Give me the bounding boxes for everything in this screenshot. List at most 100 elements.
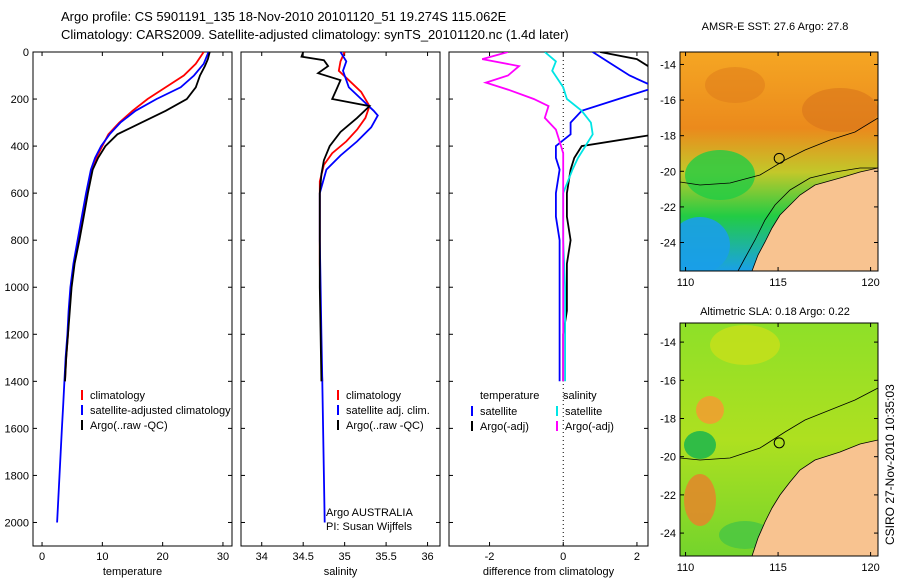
sst-bathymetry-contour: [680, 117, 878, 186]
sla_map-ytick-label: -24: [660, 528, 676, 540]
sst_map-ytick-label: -24: [660, 238, 676, 250]
salinity-legend-label: climatology: [346, 390, 402, 402]
credit-text: CSIRO 27-Nov-2010 10:35:03: [883, 384, 897, 545]
temperature-series-argo: [64, 52, 211, 382]
sst_map-ytick-label: -16: [660, 95, 676, 107]
sst_map-xtick-label: 120: [861, 277, 879, 289]
temperature-xtick-label: 30: [217, 551, 229, 563]
difference-series-temperature-satellite: [555, 52, 648, 382]
sst-warm-patch: [705, 67, 765, 103]
salinity-series-argo: [300, 52, 372, 382]
salinity-series-satellite: [318, 52, 379, 523]
sst-cold-patch: [680, 217, 730, 271]
sla_map-ytick-label: -14: [660, 337, 676, 349]
sla_map-ytick-label: -20: [660, 452, 676, 464]
salinity-xlabel: salinity: [324, 566, 358, 578]
salinity-panel: 34 34.5 35 35.5 36 salinity climatology satelli…: [240, 51, 441, 578]
sla-map-frame: [679, 322, 879, 557]
depth-tick-label: 1200: [5, 329, 29, 341]
sst-map-title: AMSR-E SST: 27.6 Argo: 27.8: [702, 21, 849, 33]
depth-tick-label: 1800: [5, 470, 29, 482]
salinity-legend-label: satellite adj. clim.: [346, 405, 430, 417]
depth-tick-label: 0: [23, 47, 29, 59]
difference-panel: -2 0 2 difference from climatology temperatu…: [448, 51, 649, 578]
salinity-xtick-label: 36: [421, 551, 433, 563]
temperature-legend-label: climatology: [90, 390, 146, 402]
salinity-frame: [240, 51, 441, 547]
temperature-panel: 0 10 20 30 0 200 400 600 800 1000 1200 1400 1600 1800…: [5, 47, 233, 578]
difference-legend-group-title: temperature: [480, 390, 539, 402]
profile-title: Argo profile: CS 5901191_135 18-Nov-2010…: [61, 9, 507, 24]
sst_map-xtick-label: 115: [769, 277, 787, 289]
difference-xtick-label: 2: [634, 551, 640, 563]
sla_map-xtick-label: 115: [769, 562, 787, 574]
temperature-legend-label: satellite-adjusted climatology: [90, 405, 231, 417]
sst-green-patch: [685, 150, 755, 200]
sla_map-xtick-label: 110: [677, 562, 695, 574]
difference-legend-label: Argo(-adj): [565, 421, 614, 433]
sla-high-patch: [696, 396, 724, 424]
depth-tick-label: 1600: [5, 423, 29, 435]
difference-xtick-label: -2: [485, 551, 495, 563]
temperature-xtick-label: 20: [157, 551, 169, 563]
difference-legend-label: satellite: [565, 406, 602, 418]
sla_map-ytick-label: -22: [660, 490, 676, 502]
sst_map-ytick-label: -14: [660, 59, 676, 71]
difference-xlabel: difference from climatology: [483, 566, 615, 578]
sst-map-frame: [679, 51, 879, 272]
salinity-xtick-label: 35.5: [375, 551, 396, 563]
temperature-xtick-label: 0: [39, 551, 45, 563]
sst-warm-patch: [802, 88, 878, 132]
salinity-legend-label: Argo(..raw -QC): [346, 420, 424, 432]
temperature-series-satellite: [56, 52, 210, 523]
climatology-title: Climatology: CARS2009. Satellite-adjuste…: [61, 27, 569, 42]
sla-argo-marker: [773, 437, 785, 449]
depth-tick-label: 2000: [5, 517, 29, 529]
difference-frame: [448, 51, 649, 547]
depth-tick-label: 1400: [5, 376, 29, 388]
sla-high-patch: [710, 325, 780, 365]
temperature-series-group: [56, 52, 211, 523]
difference-xtick-label: 0: [560, 551, 566, 563]
depth-tick-label: 200: [11, 94, 29, 106]
sst-land: [751, 167, 878, 271]
sla-land: [751, 439, 878, 556]
difference-series-salinity-argo-adj: [481, 52, 565, 382]
sla_map-ytick-label: -18: [660, 413, 676, 425]
temperature-legend-label: Argo(..raw -QC): [90, 420, 168, 432]
sst_map-ytick-label: -22: [660, 202, 676, 214]
difference-legend-group-title: salinity: [563, 390, 597, 402]
depth-tick-label: 600: [11, 188, 29, 200]
sst_map-ytick-label: -20: [660, 166, 676, 178]
sst-coast-contour: [737, 167, 878, 271]
sla-map-title: Altimetric SLA: 0.18 Argo: 0.22: [700, 306, 850, 318]
salinity-xtick-label: 35: [339, 551, 351, 563]
sla_map-ytick-label: -16: [660, 375, 676, 387]
sla-map: Altimetric SLA: 0.18 Argo: 0.22 110 115 12…: [660, 306, 880, 574]
temperature-frame: [32, 51, 233, 547]
sst-map: AMSR-E SST: 27.6 Argo: 27.8 110 115 120 -14…: [660, 21, 880, 289]
difference-legend-label: satellite: [480, 406, 517, 418]
difference-series-group: [481, 52, 648, 382]
temperature-xlabel: temperature: [103, 566, 162, 578]
salinity-xtick-label: 34: [256, 551, 268, 563]
sla-low-patch: [684, 431, 716, 459]
sla-bathymetry-contour: [680, 387, 878, 461]
depth-tick-label: 400: [11, 141, 29, 153]
depth-tick-label: 1000: [5, 282, 29, 294]
sst-argo-marker: [773, 152, 785, 164]
difference-series-salinity-satellite: [544, 52, 594, 382]
difference-series-temperature-argo-adj: [562, 52, 648, 382]
salinity-xtick-label: 34.5: [292, 551, 313, 563]
depth-tick-label: 800: [11, 235, 29, 247]
difference-legend-label: Argo(-adj): [480, 421, 529, 433]
sst_map-ytick-label: -18: [660, 131, 676, 143]
salinity-series-group: [300, 52, 379, 523]
sla_map-xtick-label: 120: [861, 562, 879, 574]
sla-high-patch: [684, 474, 716, 526]
temperature-xtick-label: 10: [96, 551, 108, 563]
salinity-annotation: PI: Susan Wijffels: [326, 521, 412, 533]
salinity-annotation: Argo AUSTRALIA: [326, 507, 413, 519]
sst_map-xtick-label: 110: [677, 277, 695, 289]
